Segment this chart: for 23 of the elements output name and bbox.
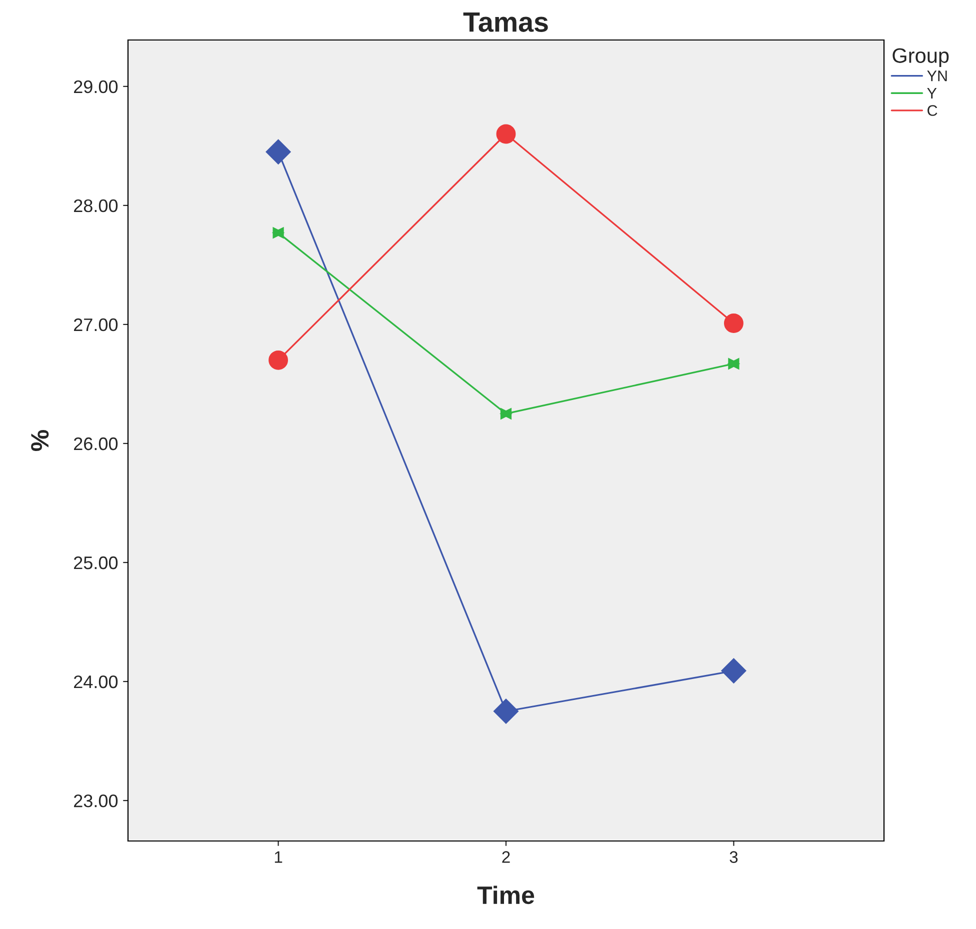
legend-title: Group bbox=[892, 48, 949, 68]
point bbox=[266, 139, 291, 164]
y-tick-label: 23.00 bbox=[74, 794, 118, 808]
legend-label: Y bbox=[927, 88, 937, 98]
point bbox=[496, 124, 516, 144]
point bbox=[494, 698, 518, 724]
x-tick-label: 2 bbox=[502, 851, 510, 863]
legend-label: YN bbox=[927, 70, 947, 82]
x-tick-label: 1 bbox=[274, 851, 282, 863]
y-tick-label: 26.00 bbox=[74, 437, 118, 450]
y-tick-label: 28.00 bbox=[74, 199, 118, 212]
point bbox=[724, 314, 744, 333]
y-axis-title: % bbox=[31, 430, 49, 451]
x-tick-label: 3 bbox=[730, 851, 738, 863]
chart-title: Tamas bbox=[463, 12, 548, 32]
y-tick-label: 25.00 bbox=[74, 556, 118, 570]
y-tick-label: 29.00 bbox=[74, 80, 118, 94]
point bbox=[721, 658, 746, 684]
x-axis-title: Time bbox=[477, 886, 534, 904]
point bbox=[268, 350, 288, 370]
y-tick-label: 27.00 bbox=[74, 318, 118, 332]
y-tick-label: 24.00 bbox=[74, 675, 118, 688]
legend-label: C bbox=[928, 105, 938, 116]
